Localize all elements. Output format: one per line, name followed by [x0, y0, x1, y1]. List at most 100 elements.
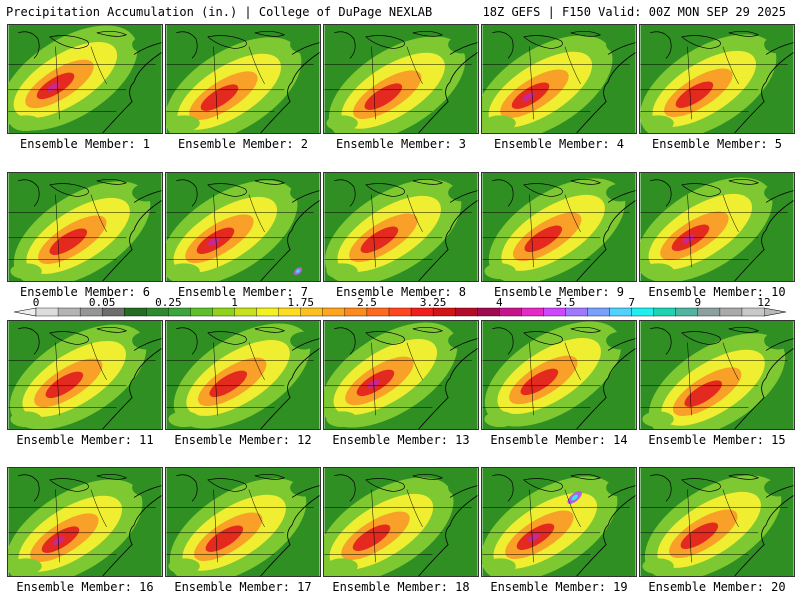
coastline	[734, 200, 794, 281]
coastline	[260, 495, 320, 576]
dry-area	[448, 331, 476, 350]
ensemble-panel: Ensemble Member: 5	[639, 24, 795, 156]
light-area	[642, 115, 674, 132]
coastline	[102, 200, 162, 281]
lake-michigan-outline	[176, 179, 198, 207]
precip-map	[165, 320, 321, 430]
coastline	[449, 42, 478, 55]
precip-map	[323, 320, 479, 430]
lake-ontario-outline	[254, 30, 286, 37]
dry-area	[290, 35, 318, 54]
light-area	[10, 115, 42, 132]
precip-band-very-heavy	[675, 81, 714, 108]
dry-area	[448, 35, 476, 54]
lake-erie-outline	[49, 183, 89, 197]
ensemble-panel: Ensemble Member: 1	[7, 24, 163, 156]
state-line	[406, 46, 423, 85]
ensemble-panel: Ensemble Member: 11	[7, 320, 163, 452]
light-area	[484, 263, 516, 280]
lake-michigan-outline	[176, 327, 198, 355]
lake-ontario-outline	[570, 473, 602, 480]
state-line	[90, 194, 107, 233]
colorbar-swatch	[366, 307, 390, 317]
lake-erie-outline	[681, 35, 721, 49]
lake-ontario-outline	[728, 473, 760, 480]
state-line	[213, 46, 218, 120]
coastline	[102, 52, 162, 133]
member-label: Ensemble Member: 7	[177, 285, 309, 299]
lake-erie-outline	[207, 35, 247, 49]
coastline	[418, 495, 478, 576]
lake-michigan-outline	[650, 31, 672, 59]
lake-ontario-outline	[412, 326, 444, 333]
dry-area	[290, 478, 318, 497]
colorbar-swatch	[521, 307, 545, 317]
coastline	[607, 42, 636, 55]
coastline	[133, 190, 162, 203]
coastline	[607, 485, 636, 498]
state-line	[687, 342, 692, 416]
light-area	[326, 115, 358, 132]
state-line	[55, 46, 60, 120]
precip-colorbar: 0 0.05 0.25 1 1.75 2.5 3.25 4 5.5 7 9 12	[13, 296, 787, 317]
coastline	[607, 338, 636, 351]
precip-map	[323, 172, 479, 282]
dry-area	[132, 183, 160, 202]
precip-band-very-heavy	[352, 524, 391, 551]
lake-michigan-outline	[492, 31, 514, 59]
member-label: Ensemble Member: 20	[648, 580, 786, 594]
state-line	[722, 342, 739, 381]
state-line	[90, 342, 107, 381]
state-line	[564, 194, 581, 233]
ensemble-panel: Ensemble Member: 15	[639, 320, 795, 452]
colorbar-swatch	[653, 307, 677, 317]
colorbar-swatch	[477, 307, 500, 317]
member-label: Ensemble Member: 5	[651, 137, 783, 151]
ensemble-panel: Ensemble Member: 6	[7, 172, 163, 304]
ensemble-panel: Ensemble Member: 7	[165, 172, 321, 304]
lake-michigan-outline	[334, 31, 356, 59]
dry-area	[448, 183, 476, 202]
light-area	[484, 558, 516, 575]
colorbar-tick-label: 1.75	[287, 296, 314, 309]
run-valid-time: 18Z GEFS | F150 Valid: 00Z MON SEP 29 20…	[482, 5, 786, 19]
coastline	[260, 200, 320, 281]
lake-erie-outline	[681, 183, 721, 197]
precip-max	[207, 237, 220, 247]
colorbar-swatch	[300, 307, 324, 317]
state-line	[90, 46, 107, 85]
dry-area	[290, 183, 318, 202]
colorbar-tick-label: 12	[757, 296, 770, 309]
light-area	[168, 115, 200, 132]
ensemble-panel: Ensemble Member: 20	[639, 467, 795, 599]
dry-area	[606, 478, 634, 497]
ensemble-panel: Ensemble Member: 13	[323, 320, 479, 452]
colorbar-tick-label: 0	[33, 296, 40, 309]
precip-map	[639, 172, 795, 282]
member-label: Ensemble Member: 12	[174, 433, 312, 447]
precip-map	[639, 467, 795, 577]
coastline	[449, 485, 478, 498]
dry-area	[764, 478, 792, 497]
state-line	[90, 489, 107, 528]
dry-area	[606, 35, 634, 54]
precip-map	[165, 467, 321, 577]
colorbar-swatch	[57, 307, 81, 317]
colorbar-swatch	[35, 307, 59, 317]
colorbar-tick-label: 0.25	[155, 296, 182, 309]
lake-michigan-outline	[18, 31, 40, 59]
precip-band-very-heavy	[360, 226, 399, 254]
light-area	[642, 411, 674, 428]
precip-map	[481, 320, 637, 430]
colorbar-swatch	[212, 307, 236, 317]
light-area	[168, 558, 200, 575]
lake-michigan-outline	[18, 474, 40, 502]
state-line	[406, 194, 423, 233]
coastline	[576, 495, 636, 576]
member-label: Ensemble Member: 10	[648, 285, 786, 299]
precip-max	[522, 92, 535, 102]
colorbar-swatch	[741, 307, 765, 317]
colorbar-tick-label: 7	[628, 296, 635, 309]
lake-ontario-outline	[254, 326, 286, 333]
state-line	[564, 489, 581, 528]
